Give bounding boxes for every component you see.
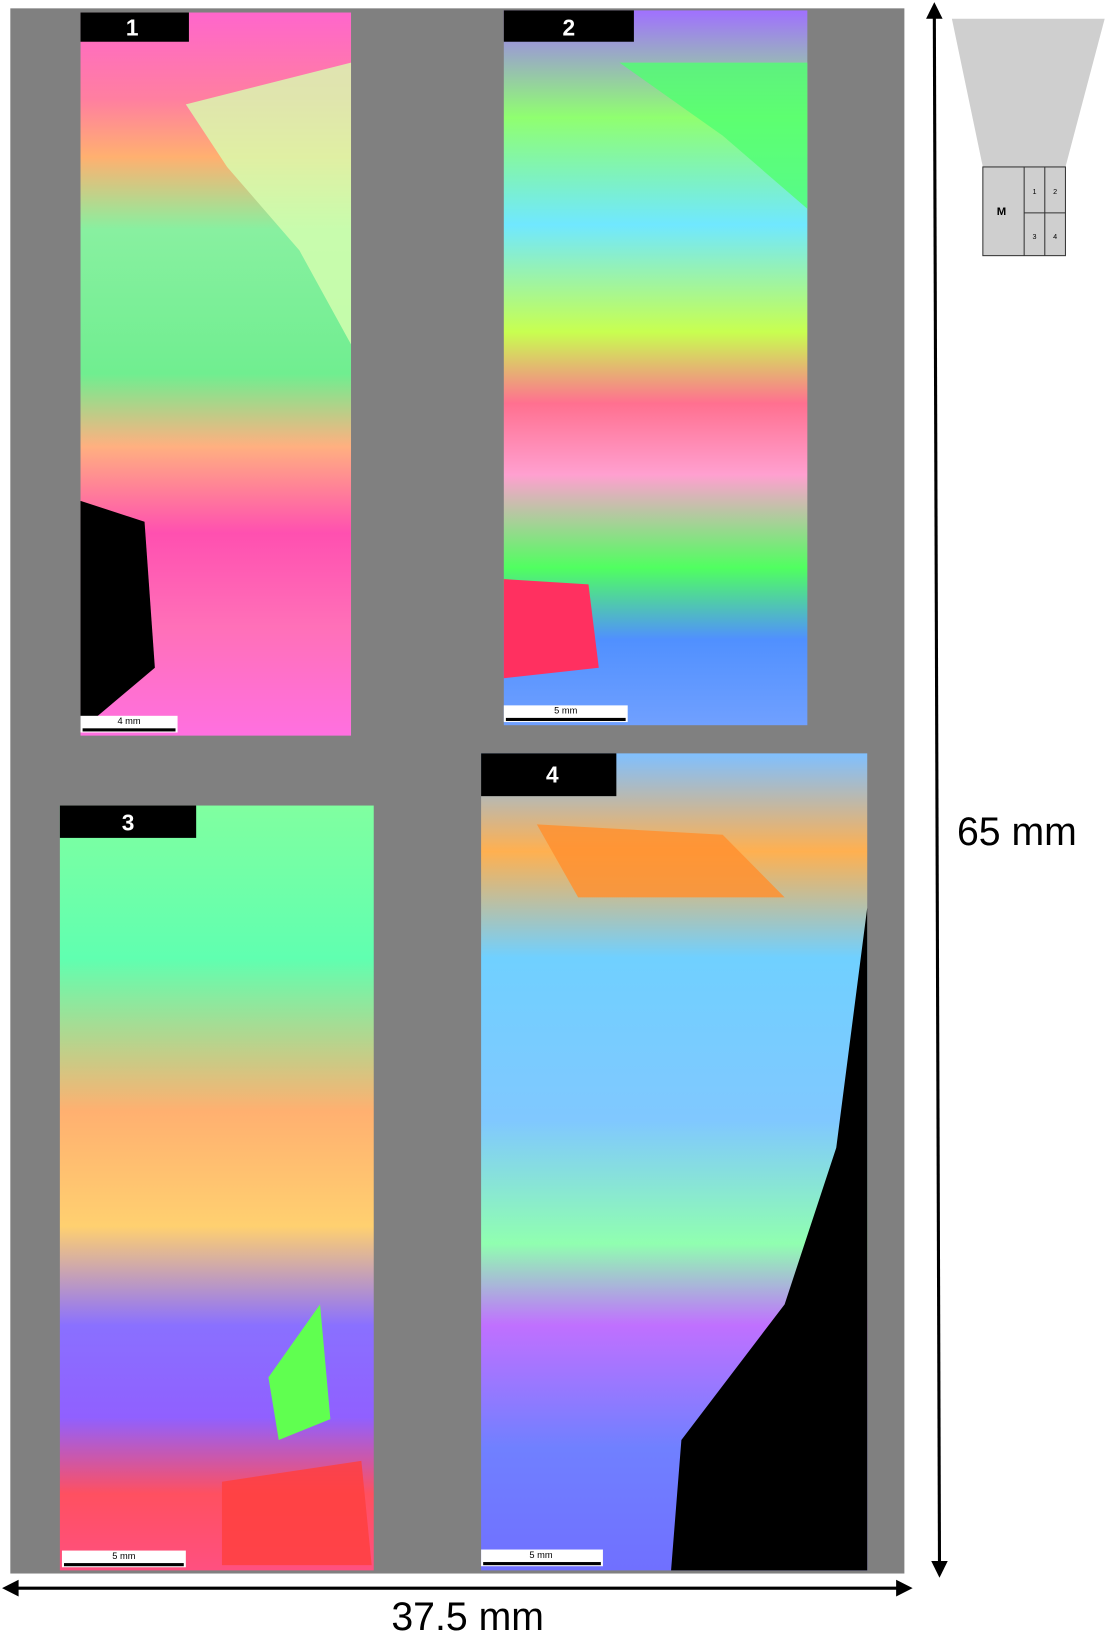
panel-label: 2 bbox=[563, 14, 576, 40]
arrow-head bbox=[926, 2, 943, 19]
scale-bar bbox=[506, 718, 626, 721]
scale-bar bbox=[83, 728, 176, 731]
scale-bar bbox=[64, 1563, 184, 1566]
map-4: 4 5 mm bbox=[481, 753, 867, 1570]
figure: 1 4 mm 2 5 mm 3 5 mm 4 5 mm 65 mm 37.5 m… bbox=[0, 0, 1115, 1633]
grain bbox=[504, 579, 599, 678]
scale-bar-label: 4 mm bbox=[117, 716, 140, 726]
inset-label: 1 bbox=[1032, 187, 1036, 196]
arrow-head bbox=[2, 1580, 19, 1597]
orientation-map bbox=[60, 806, 374, 1571]
inset-label: 3 bbox=[1032, 232, 1036, 241]
dimension-label: 37.5 mm bbox=[391, 1595, 544, 1633]
inset-label: M bbox=[997, 206, 1006, 218]
page: 1 4 mm 2 5 mm 3 5 mm 4 5 mm 65 mm 37.5 m… bbox=[0, 0, 1115, 1633]
scale-bar-label: 5 mm bbox=[529, 1550, 552, 1560]
inset-label: 4 bbox=[1053, 232, 1057, 241]
dimension-label: 65 mm bbox=[957, 810, 1077, 854]
panel-label: 3 bbox=[122, 809, 135, 835]
sample-top bbox=[952, 19, 1105, 167]
panel-label: 4 bbox=[546, 761, 559, 787]
arrow-head bbox=[931, 1561, 948, 1578]
map-3: 3 5 mm bbox=[60, 806, 374, 1571]
map-1: 1 4 mm bbox=[81, 13, 351, 736]
width-dimension: 37.5 mm bbox=[2, 1580, 913, 1633]
arrow-line bbox=[934, 15, 939, 1566]
scale-bar bbox=[483, 1562, 601, 1565]
inset-schematic: M 1 2 3 4 bbox=[952, 19, 1105, 256]
scale-bar-label: 5 mm bbox=[112, 1551, 135, 1561]
arrow-head bbox=[896, 1580, 913, 1597]
scale-bar-label: 5 mm bbox=[554, 706, 577, 716]
map-2: 2 5 mm bbox=[504, 10, 808, 725]
inset-label: 2 bbox=[1053, 187, 1057, 196]
panel-label: 1 bbox=[126, 14, 139, 40]
